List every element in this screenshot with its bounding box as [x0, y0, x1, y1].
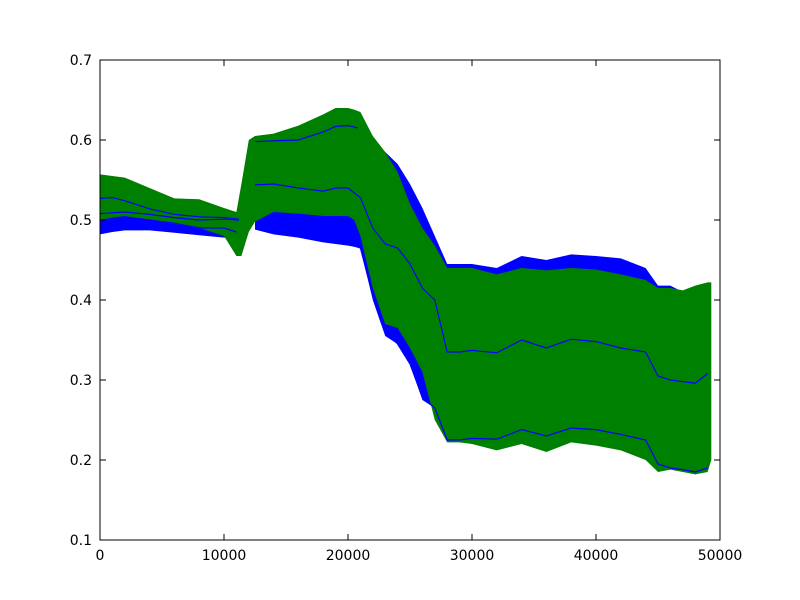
y-tick-label: 0.3	[70, 373, 92, 389]
x-tick-label: 20000	[326, 548, 371, 564]
x-tick-label: 10000	[202, 548, 247, 564]
y-tick-label: 0.1	[70, 533, 92, 549]
series-line-2	[137, 217, 237, 233]
x-tick-label: 50000	[698, 548, 743, 564]
y-tick-label: 0.7	[70, 53, 92, 69]
plot-content	[100, 108, 712, 475]
series-line-3	[254, 124, 359, 143]
series-line-0	[100, 196, 239, 220]
x-tick-label: 30000	[450, 548, 495, 564]
ticks	[99, 59, 721, 541]
x-tick-label: 40000	[574, 548, 619, 564]
series-line-4	[254, 183, 708, 384]
series-line-1	[100, 211, 239, 221]
band-1-segment-0	[100, 108, 712, 475]
series-line-5	[335, 235, 708, 473]
tick-labels: 0 10000 20000 30000 40000 50000 0.1 0.2 0.3 0.4 0.…	[70, 53, 743, 564]
y-tick-label: 0.2	[70, 453, 92, 469]
x-tick-label: 0	[96, 548, 105, 564]
y-tick-label: 0.5	[70, 213, 92, 229]
y-tick-label: 0.4	[70, 293, 92, 309]
y-tick-label: 0.6	[70, 133, 92, 149]
plot-area	[100, 108, 712, 475]
